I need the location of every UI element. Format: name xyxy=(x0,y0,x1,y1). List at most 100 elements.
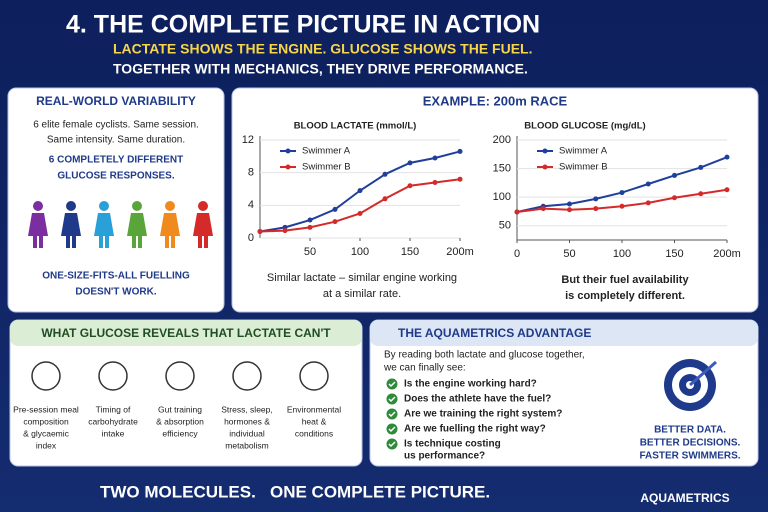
figure-body xyxy=(127,213,147,236)
point xyxy=(432,179,438,185)
point xyxy=(593,196,599,202)
figure-body xyxy=(28,213,48,236)
figure-body xyxy=(193,213,213,236)
point xyxy=(407,183,413,189)
x-tick-label: 100 xyxy=(351,246,369,258)
x-tick-label: 150 xyxy=(401,246,419,258)
text: By reading both lactate and glucose toge… xyxy=(384,350,585,361)
point xyxy=(257,228,263,234)
y-tick-label: 8 xyxy=(248,167,254,179)
caption: Similar lactate – similar engine working xyxy=(267,272,457,284)
chart-title: BLOOD GLUCOSE (mg/dL) xyxy=(524,121,645,132)
figure-head xyxy=(66,201,76,211)
text: 6 elite female cyclists. Same session. xyxy=(33,120,199,131)
text: GLUCOSE RESPONSES. xyxy=(57,171,174,182)
item-label: composition xyxy=(23,416,69,426)
point xyxy=(540,206,546,212)
panel-title: THE AQUAMETRICS ADVANTAGE xyxy=(398,326,591,340)
figure-leg xyxy=(198,236,202,248)
tagline: BETTER DATA. xyxy=(654,425,726,436)
x-tick-label: 50 xyxy=(563,248,575,260)
point xyxy=(672,195,677,201)
item-label: carbohydrate xyxy=(88,416,138,426)
point xyxy=(307,217,313,223)
point xyxy=(307,224,313,230)
point xyxy=(619,203,625,209)
legend-label: Swimmer B xyxy=(559,162,608,173)
y-tick-label: 4 xyxy=(248,199,254,211)
point xyxy=(382,171,388,177)
item-label: intake xyxy=(102,428,125,438)
question: Is technique costing xyxy=(404,439,501,450)
question: Are we training the right system? xyxy=(404,409,562,420)
text: DOESN'T WORK. xyxy=(75,287,156,298)
point xyxy=(698,191,704,197)
point xyxy=(457,176,463,182)
y-tick-label: 100 xyxy=(493,191,511,203)
point xyxy=(332,206,338,212)
figure-leg xyxy=(66,236,70,248)
question: Does the athlete have the fuel? xyxy=(404,394,551,405)
question: Are we fuelling the right way? xyxy=(404,424,546,435)
icons: Pre-session meal composition & glycaemic in… xyxy=(13,361,341,450)
item-label: Stress, sleep, xyxy=(221,404,273,414)
question: Is the engine working hard? xyxy=(404,379,537,390)
item-label: heat & xyxy=(302,416,327,426)
item-label: metabolism xyxy=(225,440,268,450)
slogan: TWO MOLECULES. ONE COMPLETE PICTURE. xyxy=(100,482,490,501)
check-mark xyxy=(388,396,396,403)
point xyxy=(432,155,438,161)
point xyxy=(593,206,599,212)
x-tick-label: 100 xyxy=(613,248,631,260)
panel xyxy=(7,87,225,313)
brand: AQUAMETRICS xyxy=(640,491,729,505)
legend-marker xyxy=(285,164,291,170)
title: 4. THE COMPLETE PICTURE IN ACTION xyxy=(66,11,540,39)
figure-leg xyxy=(204,236,208,248)
question: us performance? xyxy=(404,451,485,462)
figure-leg xyxy=(165,236,169,248)
item-label: efficiency xyxy=(162,428,198,438)
tagline: FASTER SWIMMERS. xyxy=(639,451,740,462)
y-tick-label: 0 xyxy=(248,232,254,244)
x-tick-label: 200m xyxy=(446,246,474,258)
point xyxy=(332,219,338,225)
text: ONE-SIZE-FITS-ALL FUELLING xyxy=(42,271,190,282)
item-label: index xyxy=(36,440,57,450)
item-label: individual xyxy=(229,428,265,438)
subtitle: LACTATE SHOWS THE ENGINE. GLUCOSE SHOWS … xyxy=(113,41,533,57)
figure-body xyxy=(160,213,180,236)
figure-leg xyxy=(99,236,103,248)
item-label: Pre-session meal xyxy=(13,404,79,414)
figure-leg xyxy=(138,236,142,248)
item-label: & glycaemic xyxy=(23,428,70,438)
text: we can finally see: xyxy=(383,363,466,374)
item-label: hormones & xyxy=(224,416,270,426)
check-mark xyxy=(388,381,396,388)
legend-marker xyxy=(542,148,548,154)
figure-leg xyxy=(39,236,43,248)
item-label: Timing of xyxy=(96,404,131,414)
icon xyxy=(98,361,128,391)
panel-title: EXAMPLE: 200m RACE xyxy=(423,93,568,108)
point xyxy=(645,181,651,187)
point xyxy=(382,196,388,202)
figures xyxy=(28,201,213,248)
item-label: Environmental xyxy=(287,404,341,414)
legend-marker xyxy=(542,164,548,170)
figure-head xyxy=(99,201,109,211)
figure-leg xyxy=(132,236,136,248)
point xyxy=(407,160,413,166)
point xyxy=(645,200,651,206)
point xyxy=(357,188,363,194)
icon xyxy=(165,361,195,391)
legend-label: Swimmer B xyxy=(302,162,351,173)
figure-head xyxy=(165,201,175,211)
point xyxy=(672,172,677,178)
panel-header xyxy=(10,320,362,346)
legend-label: Swimmer A xyxy=(559,146,608,157)
item-label: Gut training xyxy=(158,404,202,414)
point xyxy=(357,211,363,216)
point xyxy=(724,154,730,160)
figure-body xyxy=(61,213,81,236)
